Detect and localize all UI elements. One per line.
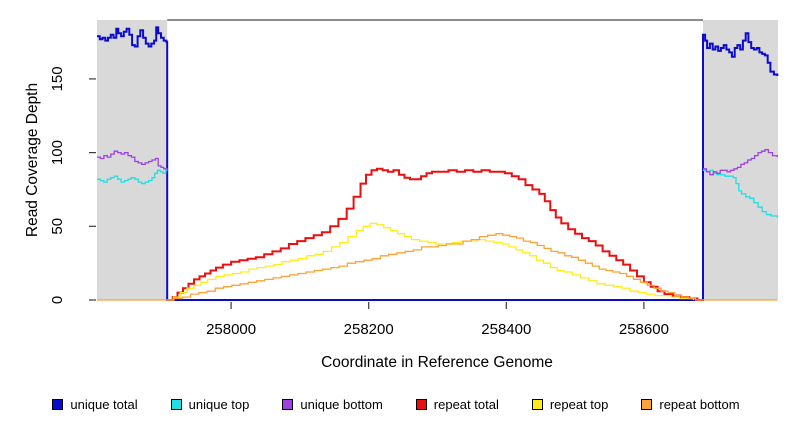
legend-label: repeat bottom	[659, 397, 740, 412]
y-axis-title: Read Coverage Depth	[24, 82, 41, 238]
unique-total-swatch-icon	[52, 399, 64, 410]
trace-unique-total	[97, 26, 779, 301]
legend-item-repeat-top: repeat top	[531, 397, 609, 412]
legend-item-unique-top: unique top	[170, 397, 250, 412]
trace-repeat-bottom	[97, 233, 778, 301]
repeat-total-swatch-icon	[415, 399, 427, 410]
x-tick-label: 258400	[481, 321, 531, 338]
trace-unique-bottom	[97, 150, 168, 171]
legend-label: repeat total	[433, 397, 499, 412]
y-tick-label: 150	[49, 66, 66, 91]
legend-item-unique-total: unique total	[52, 397, 138, 412]
unique-top-swatch-icon	[170, 399, 182, 410]
legend-item-unique-bottom: unique bottom	[282, 397, 383, 412]
x-tick-label: 258600	[619, 321, 669, 338]
x-tick-label: 258000	[206, 321, 256, 338]
y-tick-label: 0	[49, 296, 66, 304]
trace-repeat-total	[167, 167, 703, 301]
x-axis-title: Coordinate in Reference Genome	[321, 354, 553, 371]
trace-repeat-top	[167, 222, 695, 301]
repeat-top-swatch-icon	[531, 399, 543, 410]
legend-item-repeat-bottom: repeat bottom	[641, 397, 740, 412]
y-tick-label: 100	[49, 140, 66, 165]
unique-flank-shading	[97, 20, 168, 300]
repeat-bottom-swatch-icon	[641, 399, 653, 410]
legend-label: unique total	[70, 397, 138, 412]
y-tick-label: 50	[49, 218, 66, 235]
legend-label: unique top	[188, 397, 250, 412]
unique-bottom-swatch-icon	[282, 399, 294, 410]
x-tick-label: 258200	[344, 321, 394, 338]
unique-flank-shading	[703, 20, 778, 300]
legend: unique total unique top unique bottom re…	[0, 397, 792, 412]
plot-area: 258000 258200 258400 258600 0 50 100 150	[49, 19, 779, 338]
legend-item-repeat-total: repeat total	[415, 397, 499, 412]
legend-label: unique bottom	[300, 397, 383, 412]
legend-label: repeat top	[549, 397, 609, 412]
trace-unique-top	[97, 169, 168, 185]
trace-unique-bottom	[703, 149, 778, 176]
